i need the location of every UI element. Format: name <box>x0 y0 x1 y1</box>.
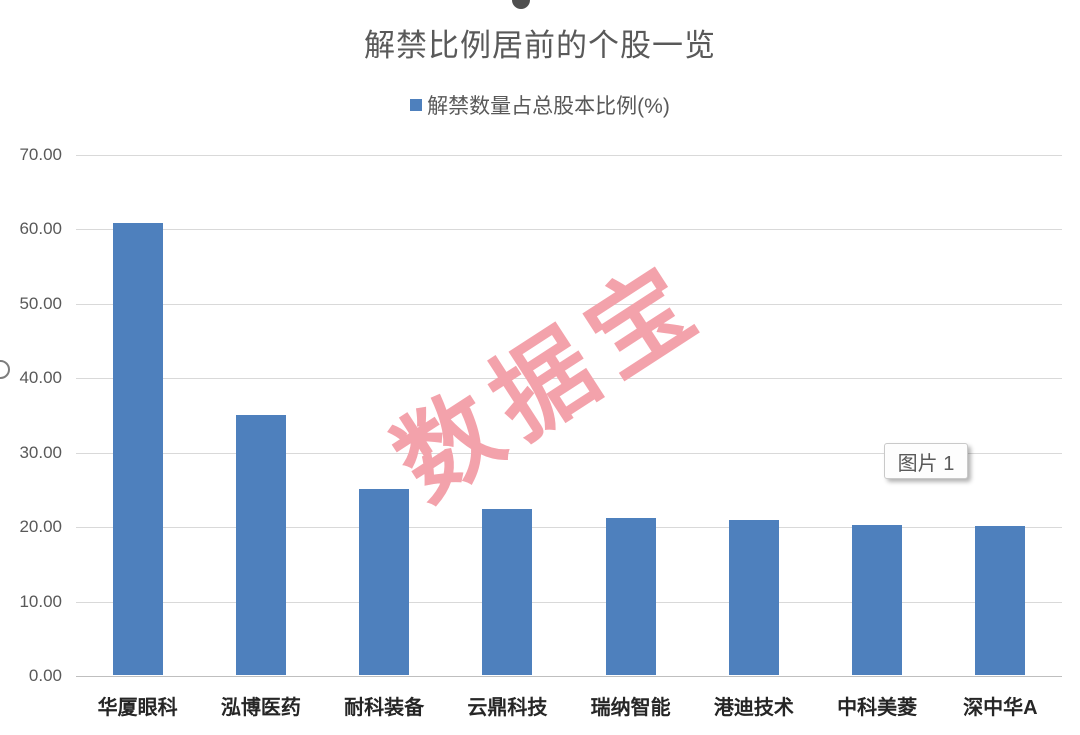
x-axis-category-label: 瑞纳智能 <box>590 697 671 719</box>
x-axis-category-label: 深中华A <box>963 697 1038 719</box>
bar-slot <box>199 155 322 675</box>
bar-中科美菱 <box>852 524 903 675</box>
gridline <box>76 452 1062 454</box>
bar-泓博医药 <box>235 415 286 675</box>
chart-title: 解禁比例居前的个股一览 <box>364 28 716 63</box>
x-axis-category-label: 港迪技术 <box>713 697 794 719</box>
x-axis-category-label: 华厦眼科 <box>97 697 178 719</box>
bar-港迪技术 <box>728 519 779 675</box>
bar-slot <box>939 155 1062 675</box>
gridline <box>76 155 1062 156</box>
resize-handle-top-icon[interactable] <box>512 0 530 9</box>
bar-series <box>76 155 1062 675</box>
y-axis-tick-label: 40.00 <box>19 368 62 388</box>
x-axis-category-label: 中科美菱 <box>837 697 918 719</box>
bar-slot <box>816 155 939 675</box>
legend-label: 解禁数量占总股本比例(%) <box>427 95 670 118</box>
bar-slot <box>692 155 815 675</box>
selection-name-tag: 图片 1 <box>884 443 968 479</box>
x-axis-category-label: 耐科装备 <box>344 697 425 719</box>
bar-深中华A <box>975 526 1026 675</box>
legend-marker-icon <box>410 99 423 111</box>
bar-云鼎科技 <box>482 508 533 675</box>
y-axis-tick-label: 10.00 <box>19 591 62 611</box>
y-axis-tick-label: 70.00 <box>19 145 62 164</box>
plot-area <box>76 155 1062 677</box>
gridline <box>76 378 1062 380</box>
y-axis-tick-label: 50.00 <box>19 293 62 313</box>
bar-slot <box>569 155 692 675</box>
gridline <box>76 676 1062 677</box>
bar-华厦眼科 <box>112 223 163 675</box>
y-axis-tick-label: 60.00 <box>19 219 62 239</box>
chart-legend: 解禁数量占总股本比例(%) <box>0 92 1080 118</box>
x-axis-category-label: 云鼎科技 <box>467 697 548 719</box>
gridline <box>76 601 1062 603</box>
x-axis-category-labels: 华厦眼科 泓博医药 耐科装备 云鼎科技 瑞纳智能 港迪技术 中科美菱 深中华A <box>76 691 1062 720</box>
gridline <box>76 527 1062 529</box>
y-axis-tick-label: 0.00 <box>28 666 62 685</box>
y-axis-tick-label: 30.00 <box>19 442 62 462</box>
bar-slot <box>446 155 569 675</box>
x-axis-category-label: 泓博医药 <box>220 697 301 719</box>
gridline <box>76 303 1062 305</box>
gridline <box>76 229 1062 231</box>
bar-slot <box>323 155 446 675</box>
bar-瑞纳智能 <box>605 518 656 675</box>
bar-slot <box>76 155 199 675</box>
bar-耐科装备 <box>359 489 410 675</box>
y-axis-tick-label: 20.00 <box>19 517 62 537</box>
